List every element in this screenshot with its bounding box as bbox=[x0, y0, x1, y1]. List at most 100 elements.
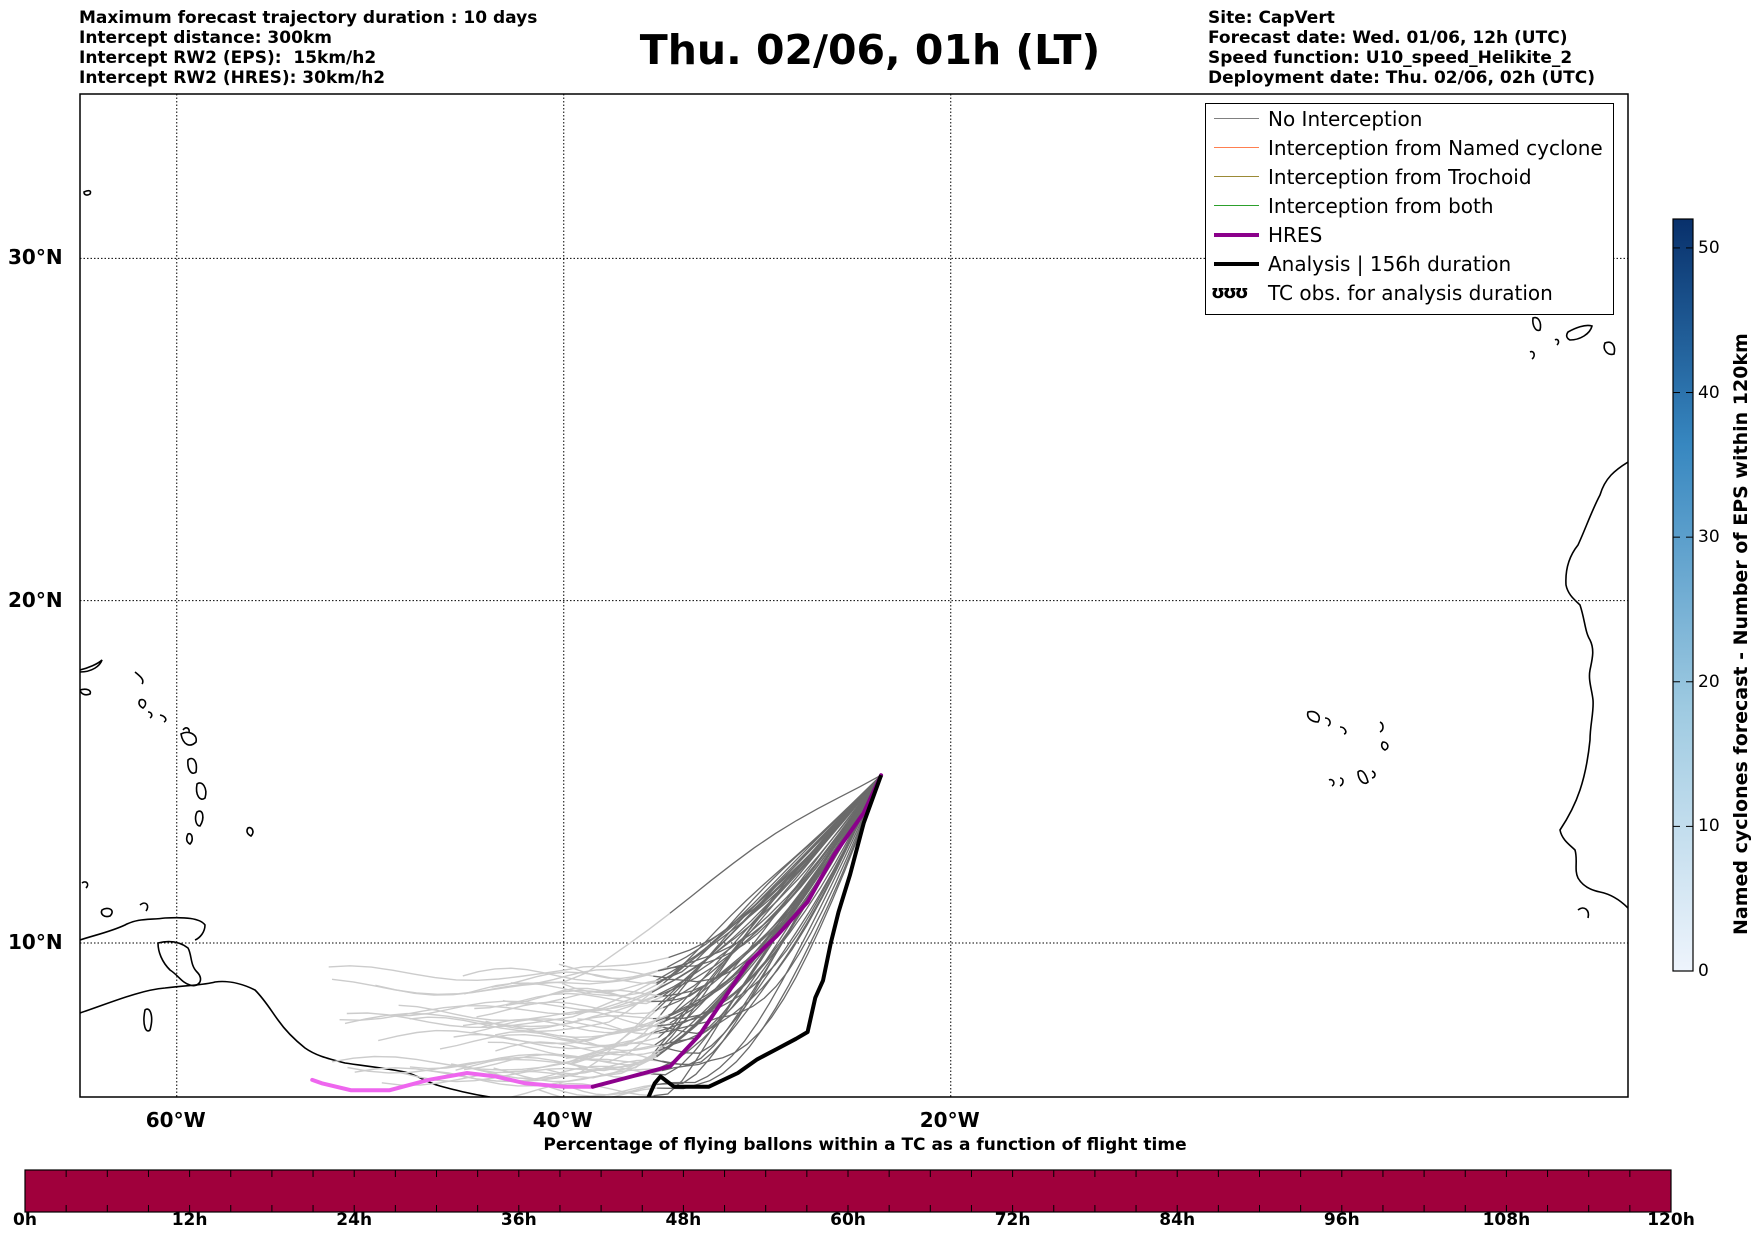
eps-trajectory-far bbox=[409, 1021, 665, 1070]
island bbox=[159, 714, 167, 723]
legend-item-hres: HRES bbox=[1206, 222, 1613, 248]
eps-trajectory-far bbox=[577, 1018, 660, 1035]
lat-tick-label: 10°N bbox=[8, 929, 63, 954]
eps-trajectory-far bbox=[331, 912, 671, 996]
eps-trajectory-far bbox=[328, 956, 669, 982]
island bbox=[180, 731, 198, 746]
eps-trajectory-far bbox=[476, 1001, 664, 1018]
eps-trajectory-far bbox=[493, 1067, 658, 1083]
cape-verde bbox=[1380, 741, 1389, 751]
eps-trajectory bbox=[657, 774, 882, 972]
island bbox=[1529, 350, 1535, 360]
legend-item-analysis: Analysis | 156h duration bbox=[1206, 251, 1613, 277]
right-colorbar-title: Named cyclones forecast - Number of EPS … bbox=[1730, 333, 1752, 935]
eps-trajectory bbox=[652, 774, 882, 1066]
lat-tick-label: 20°N bbox=[8, 587, 63, 612]
legend-item-trochoid: Interception from Trochoid bbox=[1206, 164, 1613, 190]
eps-trajectory bbox=[651, 774, 882, 993]
eps-trajectory-far bbox=[491, 971, 657, 988]
eps-trajectory-far bbox=[347, 1010, 656, 1074]
eps-trajectory-far bbox=[474, 992, 663, 1010]
right-colorbar-tick-label: 10 bbox=[1698, 816, 1720, 837]
legend-label: Interception from Named cyclone bbox=[1268, 136, 1603, 160]
trajectory-lines bbox=[310, 773, 884, 1097]
hres-trajectory bbox=[590, 773, 884, 1089]
legend-item-named-cyclone: Interception from Named cyclone bbox=[1206, 135, 1613, 161]
bottom-colorbar-tick-label: 72h bbox=[994, 1210, 1031, 1230]
island bbox=[185, 832, 193, 845]
eps-trajectory-far bbox=[495, 1041, 659, 1056]
eps-trajectory-far bbox=[480, 1018, 666, 1034]
header-right-line: Site: CapVert bbox=[1208, 8, 1335, 28]
eps-trajectory-far bbox=[450, 1047, 667, 1080]
right-colorbar-ticks bbox=[1673, 247, 1693, 972]
cape-verde bbox=[1324, 717, 1331, 727]
island bbox=[1603, 341, 1616, 356]
header-left-line: Intercept RW2 (EPS): 15km/h2 bbox=[79, 48, 377, 68]
legend-swatch bbox=[1214, 205, 1259, 206]
header-left-line: Intercept RW2 (HRES): 30km/h2 bbox=[79, 68, 386, 88]
bottom-colorbar-tick-label: 36h bbox=[500, 1210, 537, 1230]
eps-trajectory-far bbox=[537, 1082, 657, 1097]
eps-trajectory bbox=[654, 774, 882, 982]
eps-trajectory bbox=[656, 774, 882, 984]
cape-verde bbox=[1357, 769, 1369, 785]
legend-swatch bbox=[1214, 233, 1259, 237]
africa-islands bbox=[1577, 907, 1590, 919]
legend-label: Interception from Trochoid bbox=[1268, 165, 1532, 189]
bottom-colorbar-tick-label: 108h bbox=[1482, 1210, 1531, 1230]
bottom-colorbar-tick-label: 12h bbox=[171, 1210, 208, 1230]
eps-trajectory-far bbox=[462, 1053, 656, 1074]
eps-trajectory-far bbox=[538, 1087, 658, 1097]
trinidad-coast bbox=[157, 940, 202, 987]
right-colorbar-tick-label: 0 bbox=[1698, 961, 1709, 981]
eps-trajectory bbox=[669, 774, 882, 914]
bottom-colorbar-tick-label: 0h bbox=[13, 1210, 37, 1230]
eps-trajectory bbox=[665, 774, 882, 1020]
africa-coast bbox=[1559, 461, 1628, 909]
legend-label: Analysis | 156h duration bbox=[1268, 252, 1512, 276]
island bbox=[81, 881, 89, 889]
eps-trajectory-far bbox=[409, 982, 664, 1033]
eps-trajectory-far bbox=[375, 966, 668, 996]
right-colorbar-tick-label: 50 bbox=[1698, 237, 1720, 258]
map-frame bbox=[79, 93, 1629, 1098]
island bbox=[80, 688, 92, 696]
cape-verde bbox=[1328, 778, 1335, 787]
eps-trajectory-far bbox=[346, 980, 656, 1029]
legend-label: HRES bbox=[1268, 223, 1323, 247]
map-gridlines bbox=[80, 94, 1628, 1097]
eps-trajectory-far bbox=[561, 979, 661, 994]
page-title: Thu. 02/06, 01h (LT) bbox=[639, 26, 1101, 74]
venezuela-coast bbox=[80, 916, 206, 941]
island bbox=[187, 757, 198, 775]
eps-trajectory-far bbox=[485, 1015, 653, 1030]
legend-swatch bbox=[1214, 118, 1259, 119]
legend-swatch bbox=[1214, 262, 1259, 266]
eps-trajectory bbox=[660, 774, 882, 1016]
bottom-colorbar-tick-label: 60h bbox=[830, 1210, 866, 1230]
bottom-colorbar-tick-label: 24h bbox=[336, 1210, 373, 1230]
legend-swatch bbox=[1214, 176, 1259, 177]
island bbox=[246, 826, 254, 837]
header-right-line: Speed function: U10_speed_Helikite_2 bbox=[1208, 48, 1573, 68]
island bbox=[143, 1008, 153, 1032]
eps-trajectory bbox=[660, 774, 882, 983]
island bbox=[80, 659, 103, 673]
island bbox=[1565, 324, 1593, 341]
right-colorbar-tick-label: 30 bbox=[1698, 527, 1720, 548]
island bbox=[83, 189, 92, 196]
tc-obs-marker-icon: ʊʊʊ bbox=[1211, 282, 1249, 303]
analysis-trajectory bbox=[646, 774, 883, 1097]
eps-trajectory-far bbox=[502, 989, 663, 1005]
header-right-line: Forecast date: Wed. 01/06, 12h (UTC) bbox=[1208, 28, 1568, 48]
eps-trajectory-far bbox=[565, 1042, 663, 1059]
hres-trajectory-far bbox=[310, 1070, 595, 1093]
eps-trajectory bbox=[654, 774, 882, 1012]
island bbox=[195, 782, 207, 800]
legend-item-both: Interception from both bbox=[1206, 193, 1613, 219]
coastlines bbox=[80, 189, 1628, 1097]
legend-item-tc-obs: ʊʊʊ TC obs. for analysis duration bbox=[1206, 280, 1613, 306]
legend-label: No Interception bbox=[1268, 107, 1423, 131]
header-left-line: Intercept distance: 300km bbox=[79, 28, 332, 48]
